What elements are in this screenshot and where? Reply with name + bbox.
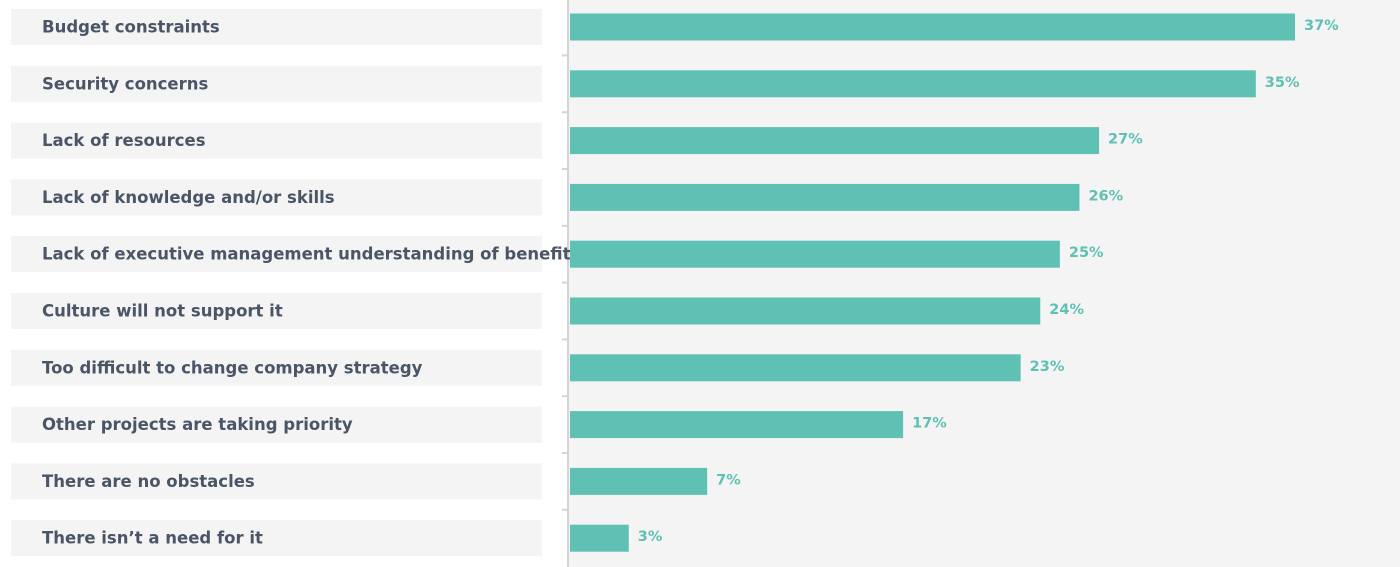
category-label-panels bbox=[11, 9, 542, 557]
category-label-panel bbox=[11, 65, 542, 102]
category-label-panel bbox=[11, 236, 542, 273]
value-label: 23% bbox=[1030, 359, 1065, 375]
axis-ticks bbox=[562, 54, 568, 511]
bars bbox=[570, 13, 1295, 552]
value-label: 35% bbox=[1265, 75, 1300, 91]
category-label-panel bbox=[11, 293, 542, 329]
category-label-panel bbox=[11, 179, 542, 216]
bar bbox=[570, 297, 1041, 325]
bar bbox=[570, 13, 1295, 41]
category-label: Too difficult to change company strategy bbox=[42, 358, 423, 377]
value-label: 26% bbox=[1088, 188, 1123, 204]
category-label: There isn’t a need for it bbox=[42, 529, 263, 548]
category-label-panel bbox=[11, 463, 542, 500]
category-label: Budget constraints bbox=[42, 18, 220, 37]
value-label: 7% bbox=[716, 472, 741, 488]
bar bbox=[570, 183, 1080, 211]
value-labels: 37% 35% 27% 26% 25% 24% 23% 17% 7% 3% bbox=[638, 18, 1339, 545]
category-label: Lack of executive management understandi… bbox=[42, 245, 580, 264]
category-label: Culture will not support it bbox=[42, 302, 283, 321]
value-label: 37% bbox=[1304, 18, 1339, 34]
value-label: 3% bbox=[638, 529, 663, 545]
category-label-panel bbox=[11, 406, 542, 443]
bar bbox=[570, 467, 708, 495]
category-label: Other projects are taking priority bbox=[42, 415, 353, 434]
bar bbox=[570, 411, 904, 439]
category-label: Lack of resources bbox=[42, 131, 206, 150]
value-label: 17% bbox=[912, 416, 947, 432]
category-label: Lack of knowledge and/or skills bbox=[42, 188, 335, 207]
value-label: 25% bbox=[1069, 245, 1104, 261]
bar bbox=[570, 354, 1021, 382]
value-label: 24% bbox=[1049, 302, 1084, 318]
category-label-panel bbox=[11, 9, 542, 45]
bar bbox=[570, 70, 1256, 98]
value-label: 27% bbox=[1108, 132, 1143, 148]
bar bbox=[570, 240, 1060, 268]
category-labels: Budget constraints Security concerns Lack … bbox=[42, 18, 580, 548]
bar bbox=[570, 524, 629, 552]
category-label: Security concerns bbox=[42, 74, 209, 93]
category-label: There are no obstacles bbox=[42, 472, 255, 491]
category-label-panel bbox=[11, 349, 542, 386]
category-label-panel bbox=[11, 122, 542, 159]
bar bbox=[570, 127, 1100, 155]
category-label-panel bbox=[11, 520, 542, 557]
